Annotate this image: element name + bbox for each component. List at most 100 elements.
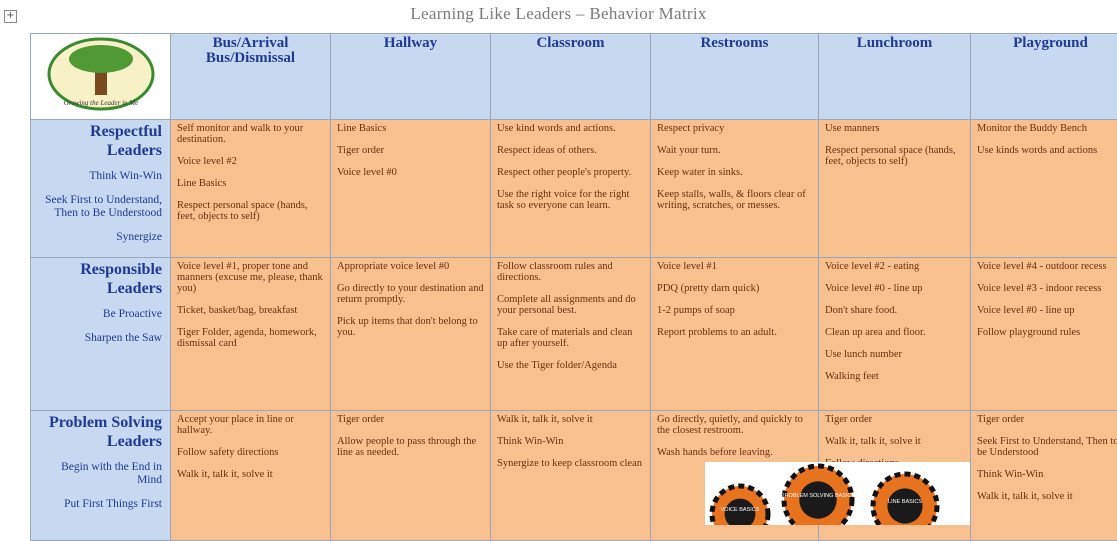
expectation: Tiger order — [337, 145, 484, 156]
column-header: Classroom — [491, 34, 651, 120]
expectation: Synergize to keep classroom clean — [497, 458, 644, 469]
column-header-text: Lunchroom — [825, 36, 964, 51]
expectation: Pick up items that don't belong to you. — [337, 316, 484, 338]
column-header-text: Bus/Dismissal — [177, 51, 324, 66]
matrix-cell: Voice level #4 - outdoor recess Voice lev… — [971, 258, 1117, 411]
column-header-text: Restrooms — [657, 36, 812, 51]
expectation: Voice level #4 - outdoor recess — [977, 261, 1117, 272]
column-header: Playground — [971, 34, 1117, 120]
matrix-cell: Line Basics Tiger order Voice level #0 — [331, 120, 491, 258]
badge-center — [887, 488, 922, 523]
expectation: Keep water in sinks. — [657, 167, 812, 178]
expectation: Go directly to your destination and retu… — [337, 283, 484, 305]
expectation: Respect personal space (hands, feet, obj… — [177, 200, 324, 222]
matrix-cell: Appropriate voice level #0 Go directly to… — [331, 258, 491, 411]
logo-canopy — [69, 45, 133, 73]
habit: Begin with the End in Mind — [35, 461, 162, 487]
document-title: Learning Like Leaders – Behavior Matrix — [0, 4, 1117, 24]
habit: Sharpen the Saw — [35, 332, 162, 345]
column-header-text: Bus/Arrival — [177, 36, 324, 51]
expectation: Follow playground rules — [977, 327, 1117, 338]
expectation: Follow safety directions — [177, 447, 324, 458]
expectation: Voice level #0 - line up — [825, 283, 964, 294]
matrix-cell: Self monitor and walk to your destinatio… — [171, 120, 331, 258]
expectation: Respect other people's property. — [497, 167, 644, 178]
expectation: Use kinds words and actions — [977, 145, 1117, 156]
row-label: Problem Solving Leaders — [35, 413, 162, 451]
matrix-cell: Voice level #1, proper tone and manners … — [171, 258, 331, 411]
expectation: Walking feet — [825, 371, 964, 382]
expectation: Seek First to Understand, Then to be Und… — [977, 436, 1117, 458]
matrix-cell: Use kind words and actions. Respect ideas… — [491, 120, 651, 258]
habit: Put First Things First — [35, 498, 162, 511]
expectation: Voice level #0 - line up — [977, 305, 1117, 316]
logo: Growing the Leader in Me — [46, 37, 156, 111]
expectation: Use kind words and actions. — [497, 123, 644, 134]
row-label: Respectful Leaders — [35, 122, 162, 160]
expectation: Voice level #3 - indoor recess — [977, 283, 1117, 294]
expectation: Appropriate voice level #0 — [337, 261, 484, 272]
expectation: Walk it, talk it, solve it — [977, 491, 1117, 502]
expectation: Voice level #2 - eating — [825, 261, 964, 272]
expectation: Walk it, talk it, solve it — [825, 436, 964, 447]
expectation: Voice level #1 — [657, 261, 812, 272]
matrix-cell: Tiger order Allow people to pass through … — [331, 411, 491, 541]
expectation: Use manners — [825, 123, 964, 134]
expectation: Tiger order — [977, 414, 1117, 425]
expectation: Walk it, talk it, solve it — [497, 414, 644, 425]
column-header: Restrooms — [651, 34, 819, 120]
expectation: Complete all assignments and do your per… — [497, 294, 644, 316]
matrix-cell: Use manners Respect personal space (hands… — [819, 120, 971, 258]
expectation: Use the Tiger folder/Agenda — [497, 360, 644, 371]
column-header-text: Classroom — [497, 36, 644, 51]
expectation: Allow people to pass through the line as… — [337, 436, 484, 458]
row-header: Problem Solving Leaders Begin with the En… — [31, 411, 171, 541]
matrix-cell: Follow classroom rules and directions. Co… — [491, 258, 651, 411]
matrix-cell: Monitor the Buddy Bench Use kinds words a… — [971, 120, 1117, 258]
expectation: Voice level #2 — [177, 156, 324, 167]
expectation: Line Basics — [177, 178, 324, 189]
expectation: PDQ (pretty darn quick) — [657, 283, 812, 294]
badge-label: PROBLEM SOLVING BASICS — [781, 493, 856, 499]
expectation: Tiger order — [337, 414, 484, 425]
row-label: Responsible Leaders — [35, 260, 162, 298]
column-header: Hallway — [331, 34, 491, 120]
expectation: Wash hands before leaving. — [657, 447, 812, 458]
expectation: 1-2 pumps of soap — [657, 305, 812, 316]
logo-cell: Growing the Leader in Me — [31, 34, 171, 120]
expectation: Follow classroom rules and directions. — [497, 261, 644, 283]
matrix-row: Respectful Leaders Think Win-Win Seek Firs… — [31, 120, 1117, 258]
expectation: Voice level #0 — [337, 167, 484, 178]
expectation: Respect privacy — [657, 123, 812, 134]
expectation: Report problems to an adult. — [657, 327, 812, 338]
expectation: Use the right voice for the right task s… — [497, 189, 644, 211]
habit: Be Proactive — [35, 308, 162, 321]
row-header: Responsible Leaders Be Proactive Sharpen t… — [31, 258, 171, 411]
column-header-text: Playground — [977, 36, 1117, 51]
expectation: Go directly, quietly, and quickly to the… — [657, 414, 812, 436]
column-header: Lunchroom — [819, 34, 971, 120]
expectation: Respect ideas of others. — [497, 145, 644, 156]
expectation: Use lunch number — [825, 349, 964, 360]
matrix-cell: Tiger order Seek First to Understand, The… — [971, 411, 1117, 541]
expectation: Monitor the Buddy Bench — [977, 123, 1117, 134]
habit: Think Win-Win — [35, 170, 162, 183]
expectation: Self monitor and walk to your destinatio… — [177, 123, 324, 145]
habit: Synergize — [35, 231, 162, 244]
matrix-cell: Accept your place in line or hallway. Fol… — [171, 411, 331, 541]
expectation: Respect personal space (hands, feet, obj… — [825, 145, 964, 167]
page: + Learning Like Leaders – Behavior Matri… — [0, 0, 1117, 525]
badge-label: LINE BASICS — [888, 499, 922, 505]
expectation: Accept your place in line or hallway. — [177, 414, 324, 436]
row-header: Respectful Leaders Think Win-Win Seek Firs… — [31, 120, 171, 258]
logo-caption: Growing the Leader in Me — [63, 99, 137, 107]
expectation: Walk it, talk it, solve it — [177, 469, 324, 480]
expectation: Line Basics — [337, 123, 484, 134]
habit: Seek First to Understand, Then to Be Und… — [35, 194, 162, 220]
